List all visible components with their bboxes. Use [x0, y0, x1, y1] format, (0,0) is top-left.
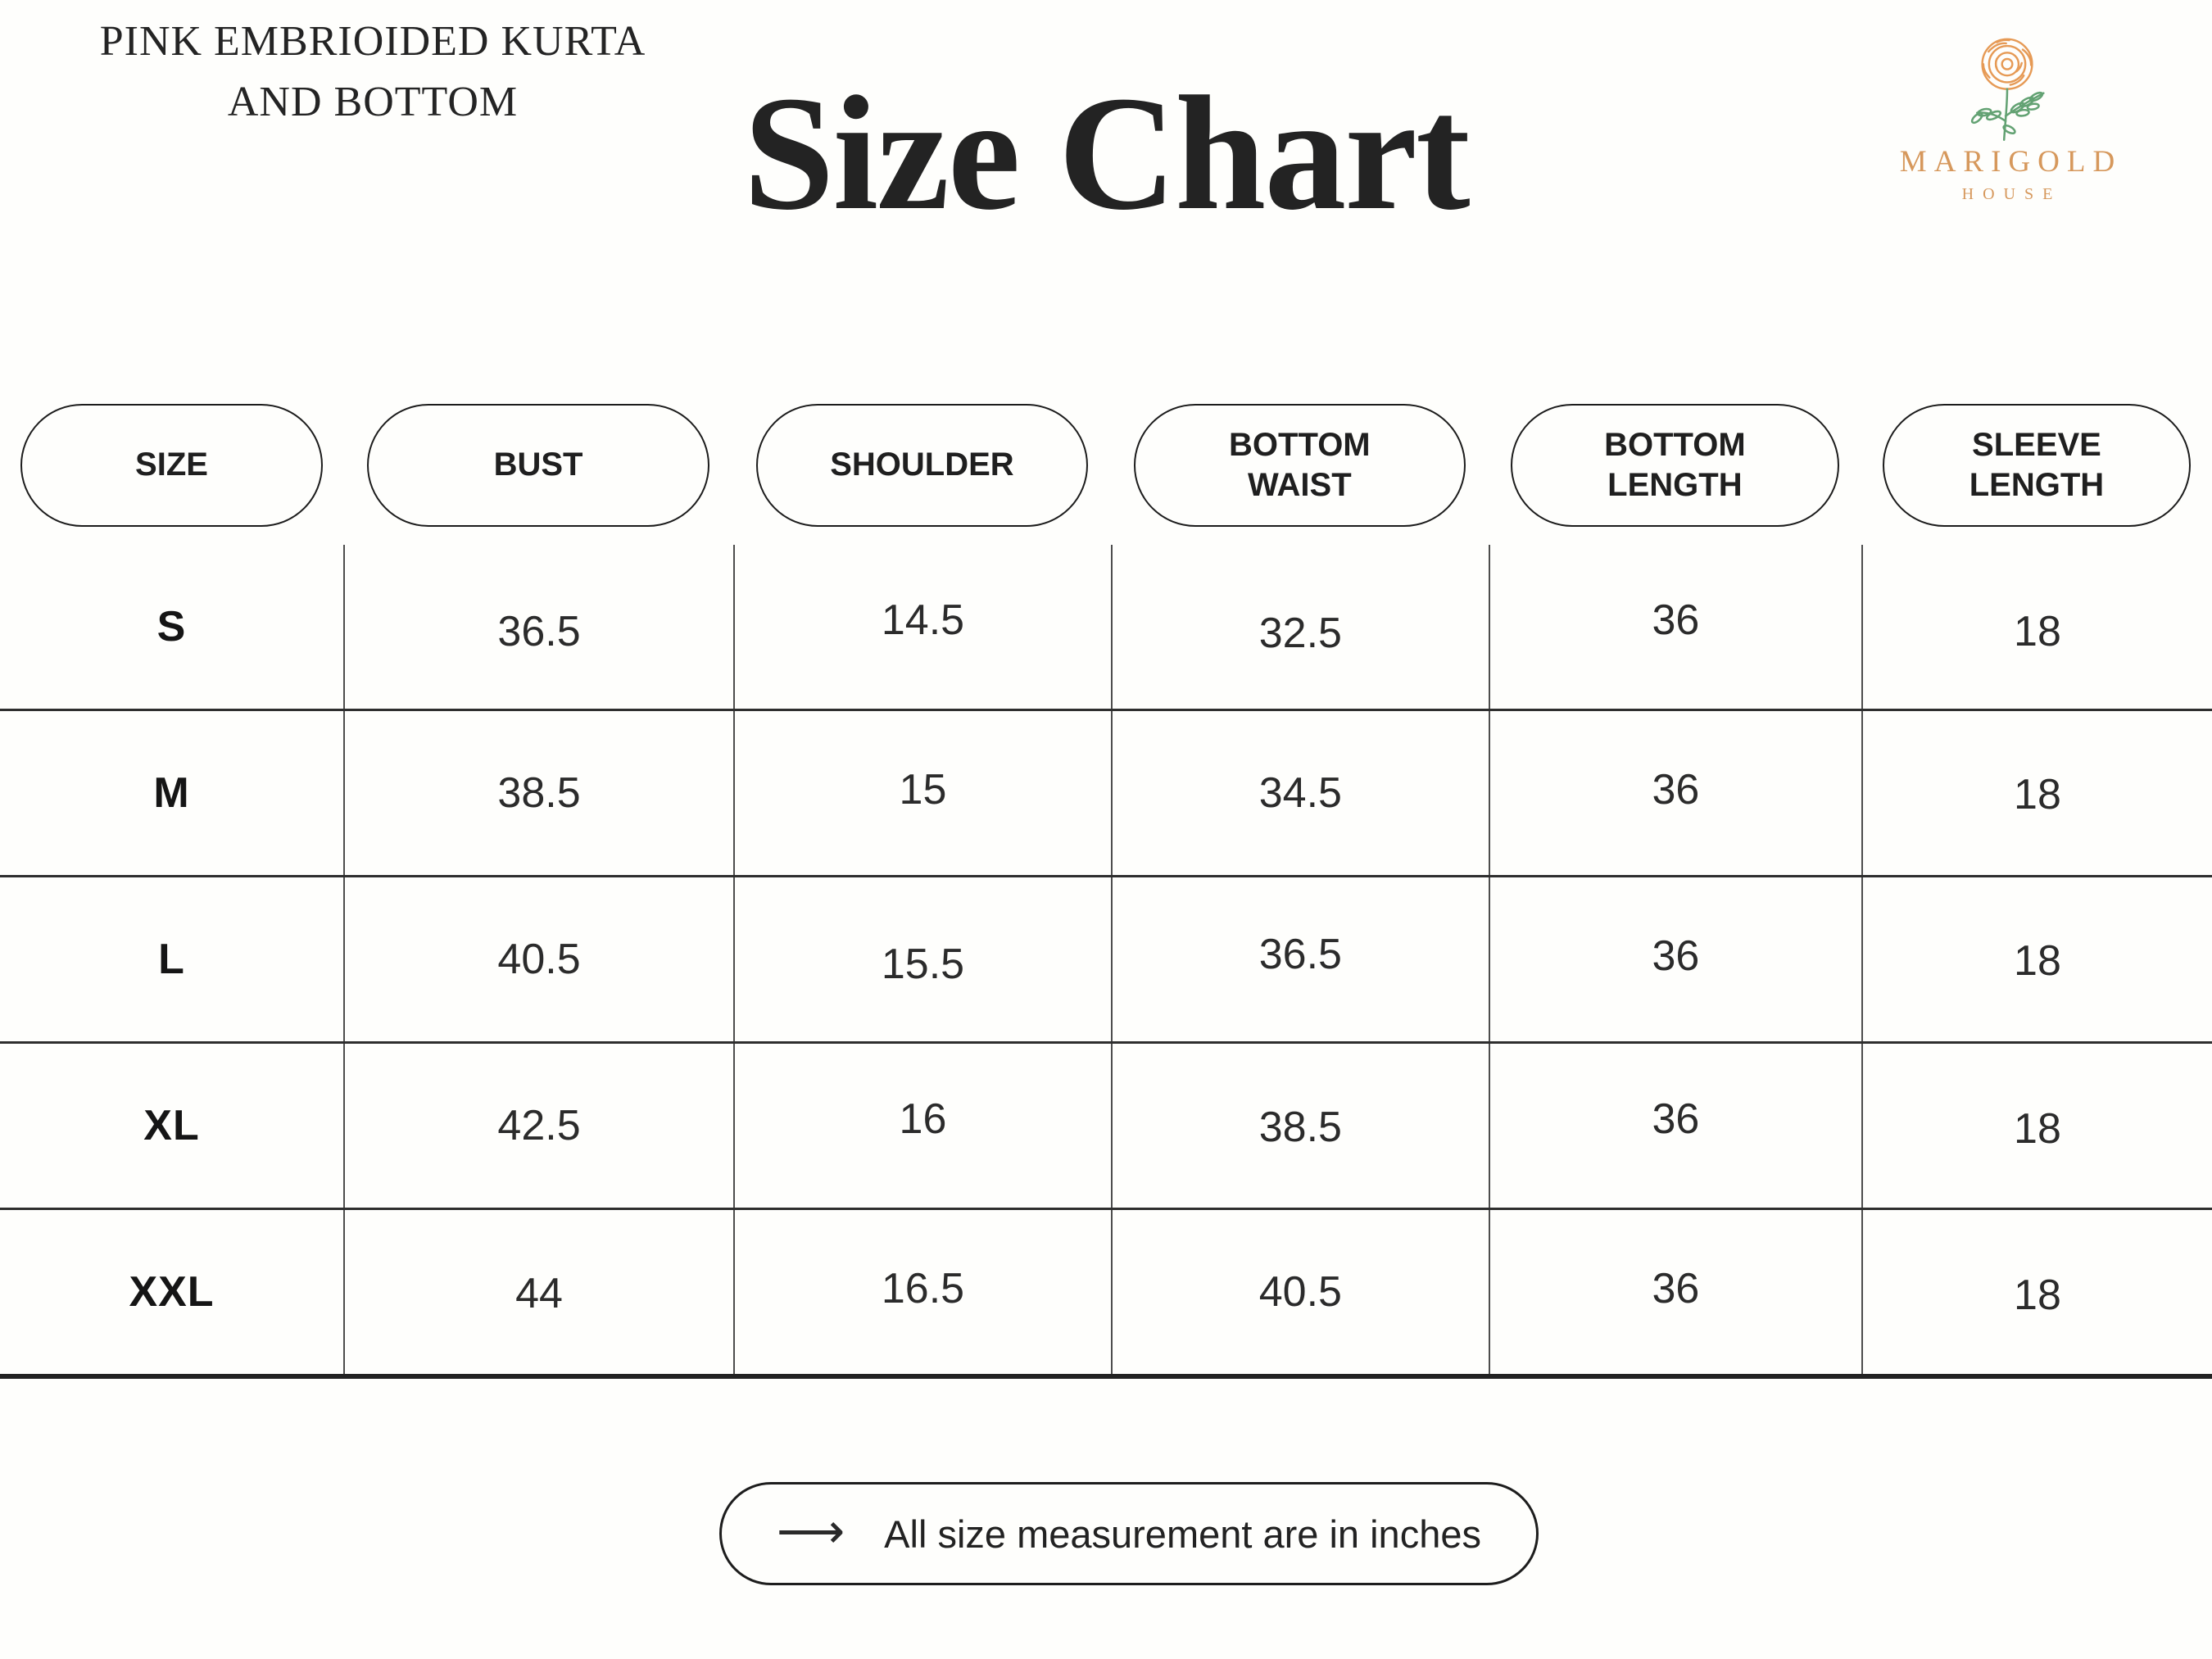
measurement-value: 36.5: [497, 608, 581, 655]
column-header-label: SIZE: [135, 446, 208, 483]
measurement-cell: 40.5: [343, 877, 733, 1041]
measurement-value: 18: [2014, 937, 2061, 985]
measurement-value: 18: [2014, 771, 2061, 818]
measurement-value: 44: [515, 1270, 563, 1317]
measurement-cell: 16: [733, 1044, 1111, 1208]
header-cell: SIZE: [0, 403, 343, 527]
measurement-value: 36: [1652, 1265, 1700, 1312]
header-cell: BUST: [343, 403, 733, 527]
measurement-value: 36.5: [1258, 931, 1342, 978]
measurement-cell: 38.5: [343, 711, 733, 875]
measurement-cell: 18: [1861, 1210, 2212, 1374]
measurement-cell: 18: [1861, 1044, 2212, 1208]
measurement-value: 15: [899, 766, 947, 814]
table-row-xl: XL 42.5 16 38.5 36 18: [0, 1044, 2212, 1210]
column-header-label: SLEEVE LENGTH: [1969, 426, 2105, 503]
column-header-pill-size: SIZE: [20, 403, 323, 527]
measurement-cell: 18: [1861, 877, 2212, 1041]
table-row-m: M 38.5 15 34.5 36 18: [0, 711, 2212, 877]
column-header-pill-shoulder: SHOULDER: [755, 403, 1089, 527]
column-header-label: SHOULDER: [830, 446, 1014, 483]
measurement-cell: 36: [1488, 1044, 1861, 1208]
measurement-value: 40.5: [1258, 1268, 1342, 1316]
measurement-value: 18: [2014, 1271, 2061, 1319]
measurement-value: 18: [2014, 1105, 2061, 1153]
measurement-cell: 14.5: [733, 545, 1111, 709]
measurement-value: 38.5: [497, 769, 581, 817]
size-cell: M: [153, 769, 190, 817]
header-cell: BOTTOM LENGTH: [1489, 403, 1861, 527]
table-header-row: SIZE BUST SHOULDER BOTTOM WAIST BOTTOM LENGTH S…: [0, 385, 2212, 545]
measurement-value: 34.5: [1258, 769, 1342, 817]
measurement-value: 32.5: [1258, 610, 1342, 657]
header-cell: SHOULDER: [733, 403, 1111, 527]
measurement-cell: 36: [1488, 545, 1861, 709]
measurement-value: 42.5: [497, 1102, 581, 1149]
column-header-label: BOTTOM LENGTH: [1604, 426, 1746, 503]
measurement-cell: 15.5: [733, 877, 1111, 1041]
table-row-xxl: XXL 44 16.5 40.5 36 18: [0, 1210, 2212, 1379]
table-body: S 36.5 14.5 32.5 36 18 M 38.5 15 34.5 36 18 L 40.5 15.…: [0, 545, 2212, 1379]
size-cell: XL: [143, 1102, 200, 1149]
measurement-value: 14.5: [881, 596, 965, 644]
size-chart-table: SIZE BUST SHOULDER BOTTOM WAIST BOTTOM LENGTH S…: [0, 385, 2212, 1379]
product-title-line1: PINK EMBRIOIDED KURTA: [99, 18, 646, 65]
header-cell: SLEEVE LENGTH: [1861, 403, 2212, 527]
measurement-cell: 16.5: [733, 1210, 1111, 1374]
table-row-l: L 40.5 15.5 36.5 36 18: [0, 877, 2212, 1044]
brand-subtitle: HOUSE: [1961, 185, 2062, 203]
measurement-cell: 32.5: [1110, 545, 1489, 709]
measurement-value: 16: [899, 1095, 947, 1143]
right-arrow-icon: ⟶: [777, 1504, 845, 1558]
measurement-value: 38.5: [1258, 1104, 1342, 1151]
measurement-value: 36: [1652, 596, 1700, 644]
measurement-value: 15.5: [881, 941, 965, 988]
footer-note-text: All size measurement are in inches: [884, 1512, 1481, 1556]
header-cell: BOTTOM WAIST: [1111, 403, 1489, 527]
measurement-value: 36: [1652, 932, 1700, 980]
column-header-label: BUST: [493, 446, 583, 483]
measurement-cell: 36.5: [1110, 877, 1489, 1041]
measurement-cell: 36: [1488, 711, 1861, 875]
measurement-cell: 15: [733, 711, 1111, 875]
column-header-pill-bottom-length: BOTTOM LENGTH: [1511, 403, 1839, 527]
marigold-flower-icon: [1970, 38, 2045, 141]
measurement-value: 40.5: [497, 936, 581, 983]
measurement-cell: 36: [1488, 1210, 1861, 1374]
measurement-cell: 36.5: [343, 545, 733, 709]
measurement-cell: 18: [1861, 711, 2212, 875]
column-header-pill-sleeve-length: SLEEVE LENGTH: [1882, 403, 2192, 527]
measurement-cell: 18: [1861, 545, 2212, 709]
brand-logo: MARIGOLD HOUSE: [1870, 36, 2145, 204]
size-cell: L: [158, 936, 185, 983]
column-header-pill-bust: BUST: [366, 403, 710, 527]
measurement-cell: 34.5: [1110, 711, 1489, 875]
measurement-value: 16.5: [881, 1265, 965, 1312]
measurement-value: 36: [1652, 766, 1700, 814]
column-header-label: BOTTOM WAIST: [1229, 426, 1371, 503]
measurement-value: 36: [1652, 1095, 1700, 1143]
brand-name: MARIGOLD: [1899, 145, 2123, 179]
measurement-value: 18: [2014, 608, 2061, 655]
size-cell: XXL: [129, 1268, 215, 1316]
column-header-pill-bottom-waist: BOTTOM WAIST: [1133, 403, 1466, 527]
measurement-cell: 36: [1488, 877, 1861, 1041]
footer-note-pill: ⟶ All size measurement are in inches: [719, 1482, 1539, 1585]
header-section: PINK EMBRIOIDED KURTA AND BOTTOM Size Ch…: [0, 0, 2212, 385]
measurement-cell: 38.5: [1110, 1044, 1489, 1208]
measurement-cell: 44: [343, 1210, 733, 1374]
measurement-cell: 42.5: [343, 1044, 733, 1208]
page-title: Size Chart: [743, 63, 1470, 244]
product-title-line2: AND BOTTOM: [227, 78, 519, 125]
measurement-cell: 40.5: [1110, 1210, 1489, 1374]
table-row-s: S 36.5 14.5 32.5 36 18: [0, 545, 2212, 711]
product-title: PINK EMBRIOIDED KURTA AND BOTTOM: [45, 11, 700, 133]
size-cell: S: [156, 603, 187, 650]
